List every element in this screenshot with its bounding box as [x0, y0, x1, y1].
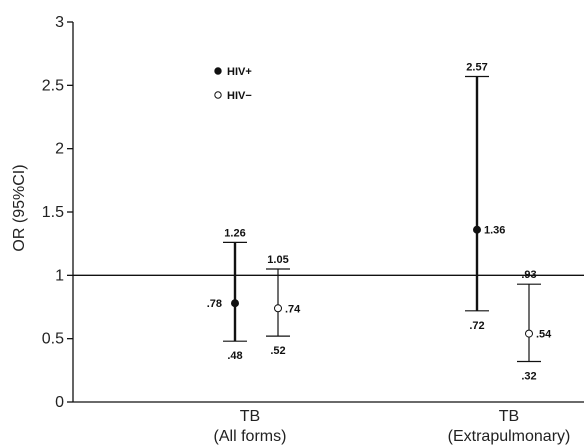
x-tick-label: TB	[240, 408, 260, 425]
ci-upper-label: 1.26	[224, 227, 245, 239]
or-label: .74	[285, 303, 301, 315]
y-tick-label: 0.5	[42, 331, 64, 348]
legend-label: HIV−	[227, 90, 252, 102]
ci-upper-label: .93	[521, 269, 536, 281]
legend-marker-hivpos	[214, 67, 222, 75]
point-marker	[473, 225, 481, 234]
point-marker	[274, 304, 282, 313]
x-tick-label: TB	[499, 408, 519, 425]
x-tick-label: (All forms)	[214, 428, 287, 445]
legend-label: HIV+	[227, 66, 252, 78]
y-tick-label: 1.5	[42, 204, 64, 221]
ci-lower-label: .32	[521, 370, 536, 382]
or-label: 1.36	[484, 225, 505, 237]
x-tick-label: (Extrapulmonary)	[448, 428, 571, 445]
y-tick-label: 2.5	[42, 77, 64, 94]
legend-marker-hivneg	[214, 91, 222, 99]
y-tick-label: 1	[55, 267, 64, 284]
y-tick-label: 0	[55, 394, 64, 411]
point-marker	[525, 329, 533, 338]
y-tick-label: 2	[55, 141, 64, 158]
ci-lower-label: .52	[270, 345, 285, 357]
ci-lower-label: .48	[227, 350, 242, 362]
y-tick-label: 3	[55, 14, 64, 31]
y-axis-label: OR (95%CI)	[11, 164, 28, 251]
or-label: .54	[536, 329, 552, 341]
point-marker	[231, 299, 239, 308]
or-label: .78	[207, 298, 222, 310]
ci-upper-label: 2.57	[466, 61, 487, 73]
plot-area: 0 0.5 1 1.5 2 2.5 3 TB (All forms) TB (Extrapulmon…	[42, 14, 584, 445]
ci-upper-label: 1.05	[267, 254, 288, 266]
ci-lower-label: .72	[469, 320, 484, 332]
